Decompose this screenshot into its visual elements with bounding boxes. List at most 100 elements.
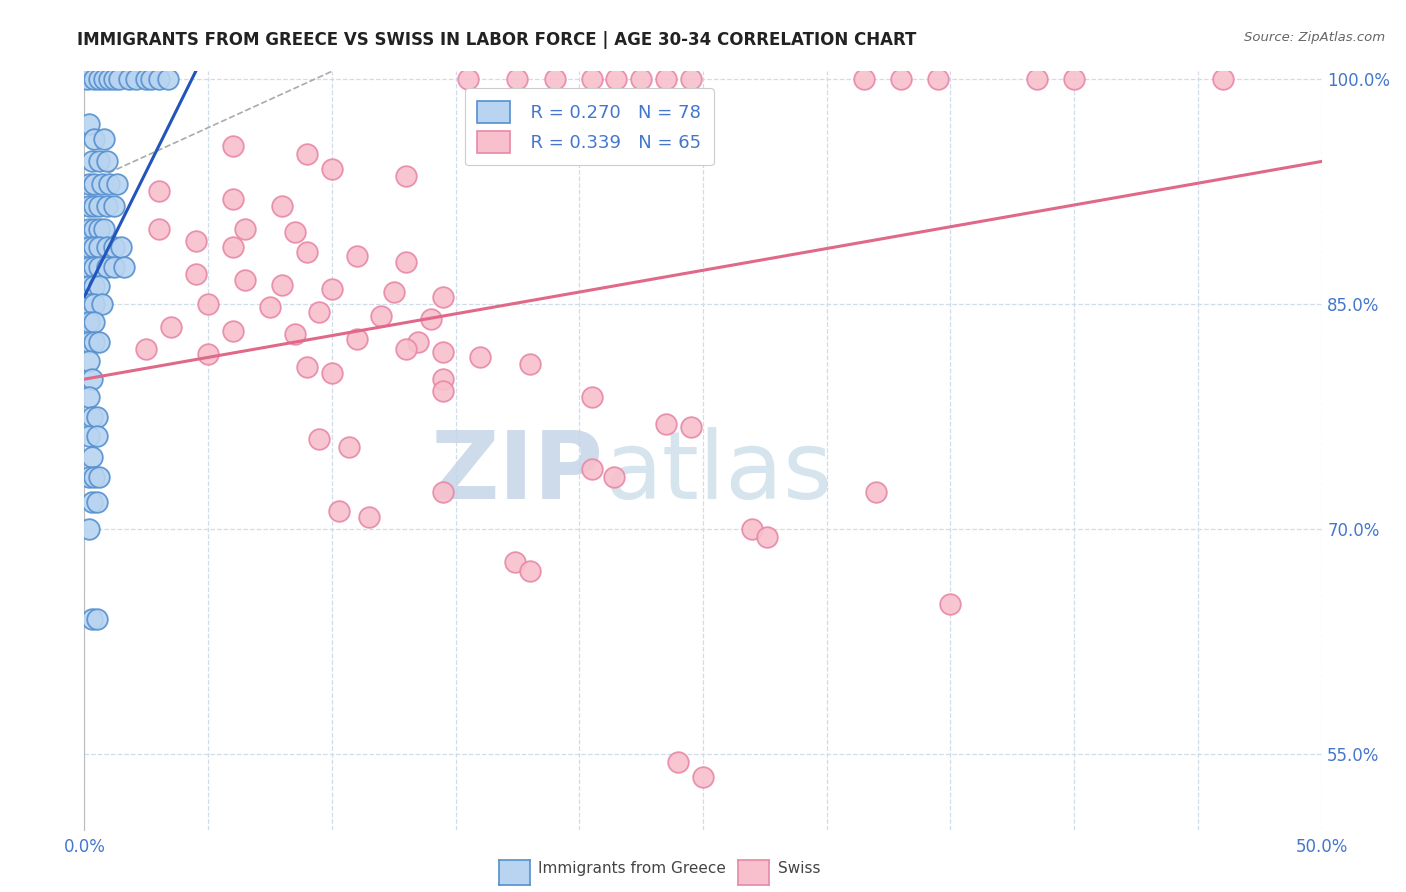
Point <box>630 71 652 86</box>
Point <box>83 315 105 329</box>
Point <box>519 357 541 371</box>
Point <box>90 297 112 311</box>
Point <box>103 260 125 274</box>
Point <box>118 71 141 86</box>
Point <box>321 161 343 176</box>
Point <box>79 177 101 191</box>
Point <box>76 71 98 86</box>
Point <box>83 177 105 191</box>
Point <box>98 71 121 86</box>
Point <box>295 360 318 375</box>
Point <box>89 240 111 254</box>
Point <box>86 409 108 424</box>
Text: ZIP: ZIP <box>432 427 605 519</box>
Point <box>83 199 105 213</box>
Point <box>581 462 603 476</box>
Point <box>141 71 163 86</box>
Point <box>80 409 103 424</box>
Point <box>271 199 294 213</box>
Point <box>679 420 702 434</box>
Point <box>222 324 245 338</box>
Point <box>655 71 678 86</box>
Point <box>86 495 108 509</box>
Point <box>284 327 307 342</box>
Point <box>83 279 105 293</box>
Point <box>125 71 148 86</box>
Point <box>157 71 180 86</box>
Point <box>432 484 454 499</box>
Point <box>184 267 207 281</box>
Point <box>259 300 281 314</box>
Point <box>271 277 294 292</box>
Point <box>86 612 108 626</box>
Point <box>160 319 183 334</box>
Point <box>419 312 441 326</box>
Point <box>112 260 135 274</box>
Point <box>1212 71 1234 86</box>
Point <box>79 279 101 293</box>
Point <box>432 372 454 386</box>
Point <box>432 289 454 303</box>
Point <box>79 429 101 443</box>
Point <box>328 504 350 518</box>
Point <box>103 240 125 254</box>
Point <box>308 432 330 446</box>
Point <box>83 222 105 236</box>
Point <box>96 260 118 274</box>
Point <box>105 177 128 191</box>
Point <box>605 71 627 86</box>
Text: atlas: atlas <box>605 427 832 519</box>
Point <box>79 334 101 349</box>
Point <box>79 315 101 329</box>
Point <box>93 71 115 86</box>
Point <box>79 117 101 131</box>
Point <box>543 71 565 86</box>
Text: Swiss: Swiss <box>778 862 820 876</box>
Point <box>519 564 541 578</box>
Point <box>93 222 115 236</box>
Point <box>89 154 111 169</box>
Point <box>79 199 101 213</box>
Point <box>346 332 368 346</box>
Text: Immigrants from Greece: Immigrants from Greece <box>538 862 727 876</box>
Point <box>395 255 418 269</box>
Point <box>865 484 887 499</box>
Point <box>79 260 101 274</box>
Point <box>184 234 207 248</box>
Point <box>321 282 343 296</box>
Point <box>103 71 125 86</box>
Text: IMMIGRANTS FROM GREECE VS SWISS IN LABOR FORCE | AGE 30-34 CORRELATION CHART: IMMIGRANTS FROM GREECE VS SWISS IN LABOR… <box>77 31 917 49</box>
Point <box>98 177 121 191</box>
Point <box>79 522 101 536</box>
Point <box>83 260 105 274</box>
Point <box>1026 71 1049 86</box>
Point <box>96 154 118 169</box>
Point <box>939 598 962 612</box>
Point <box>603 469 626 483</box>
Point <box>756 530 779 544</box>
Point <box>222 139 245 153</box>
Point <box>432 384 454 399</box>
Point <box>83 71 105 86</box>
Point <box>135 342 157 356</box>
Point <box>90 177 112 191</box>
Point <box>581 390 603 404</box>
Point <box>79 297 101 311</box>
Point <box>80 154 103 169</box>
Point <box>83 469 105 483</box>
Point <box>197 346 219 360</box>
Point <box>83 240 105 254</box>
Point <box>148 71 170 86</box>
Point <box>506 71 529 86</box>
Point <box>96 240 118 254</box>
Point <box>295 244 318 259</box>
Point <box>370 309 392 323</box>
Point <box>83 297 105 311</box>
Point <box>79 354 101 368</box>
Point <box>233 222 256 236</box>
Point <box>86 429 108 443</box>
Legend:   R = 0.270   N = 78,   R = 0.339   N = 65: R = 0.270 N = 78, R = 0.339 N = 65 <box>464 88 713 165</box>
Point <box>408 334 430 349</box>
Point <box>96 199 118 213</box>
Point <box>83 334 105 349</box>
